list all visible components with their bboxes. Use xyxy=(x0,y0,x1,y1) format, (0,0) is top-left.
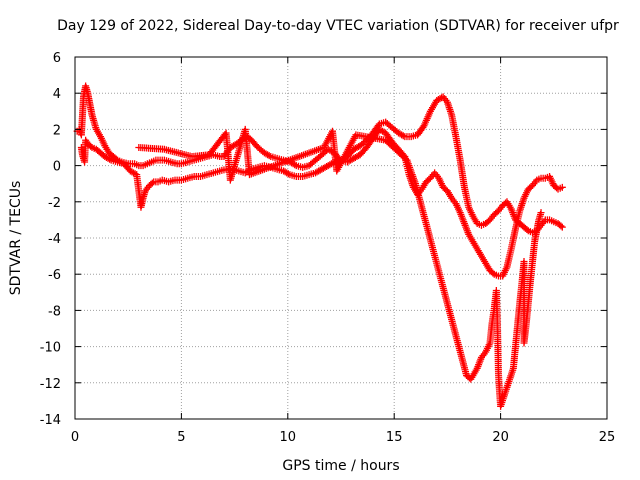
y-tick-label: -4 xyxy=(48,232,61,247)
plot-frame xyxy=(74,56,608,420)
y-tick-label: -8 xyxy=(48,304,61,319)
data-point xyxy=(489,269,497,277)
tick-layer: 0 5 10 15 20 25 -14 -12 -10 -8 -6 -4 -2 0 2 4 6 xyxy=(40,51,616,445)
y-tick-label: 6 xyxy=(53,51,61,66)
y-tick-label: -12 xyxy=(40,377,61,392)
x-tick-label: 25 xyxy=(599,430,616,445)
data-point xyxy=(523,226,531,234)
y-tick-label: -14 xyxy=(40,413,61,428)
x-tick-label: 0 xyxy=(71,430,79,445)
y-tick-label: 2 xyxy=(53,123,61,138)
data-point xyxy=(265,152,273,160)
y-axis-label: SDTVAR / TECUs xyxy=(8,181,24,296)
data-point xyxy=(438,94,446,102)
data-point xyxy=(148,179,156,187)
data-point xyxy=(106,155,114,163)
data-layer xyxy=(73,82,566,410)
data-point xyxy=(399,132,407,140)
data-point xyxy=(537,209,545,217)
data-point xyxy=(558,223,566,231)
data-point xyxy=(87,142,95,150)
grid-layer xyxy=(75,57,607,419)
y-tick-label: -10 xyxy=(40,341,61,356)
chart-title: Day 129 of 2022, Sidereal Day-to-day VTE… xyxy=(57,18,619,34)
x-axis-label: GPS time / hours xyxy=(282,458,399,474)
x-tick-label: 5 xyxy=(177,430,185,445)
x-tick-label: 10 xyxy=(280,430,297,445)
data-point xyxy=(284,170,292,178)
y-tick-label: 0 xyxy=(53,160,61,175)
series-trace-c xyxy=(135,125,545,410)
y-tick-label: -6 xyxy=(48,268,61,283)
data-point xyxy=(291,161,299,169)
data-point xyxy=(557,222,565,230)
series-trace-a xyxy=(73,82,566,237)
data-point xyxy=(558,183,566,191)
x-tick-label: 15 xyxy=(386,430,403,445)
y-tick-label: 4 xyxy=(53,87,61,102)
x-tick-label: 20 xyxy=(492,430,509,445)
y-tick-label: -2 xyxy=(48,196,61,211)
